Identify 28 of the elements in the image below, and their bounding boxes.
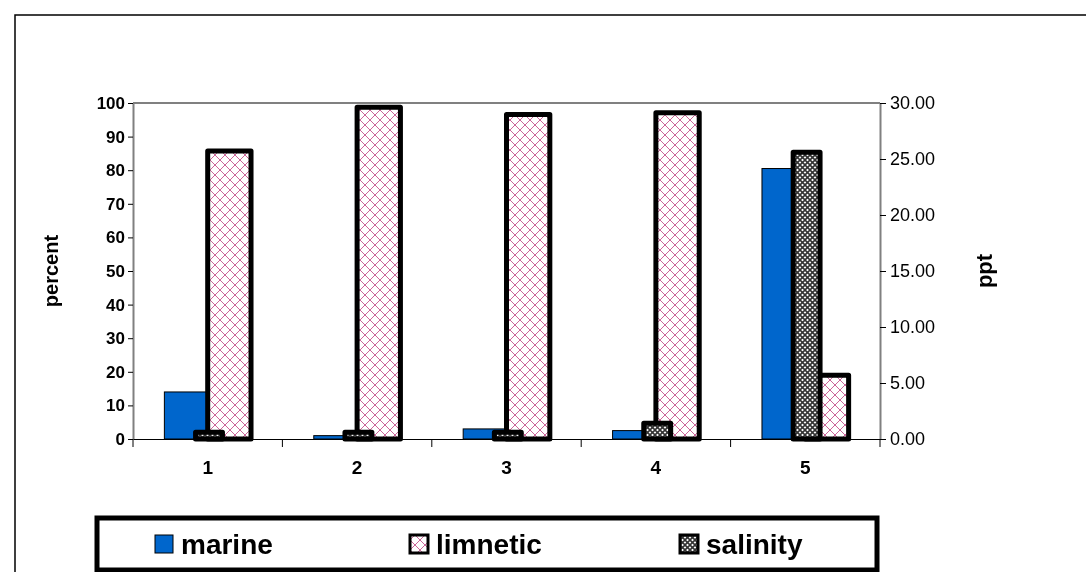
y-tick-label: 20 [106, 362, 125, 382]
y-tick-label: 60 [106, 228, 125, 248]
y-tick-label: 30 [106, 329, 125, 349]
y2-tick-label: 15.00 [890, 261, 936, 282]
y2-tick-label: 5.00 [890, 373, 926, 394]
y-tick-label: 40 [106, 295, 125, 315]
y-axis-title: percent [40, 234, 62, 308]
y2-tick-label: 20.00 [890, 205, 936, 226]
y2-axis-title: ppt [972, 253, 997, 289]
x-tick-label: 1 [202, 457, 214, 479]
x-tick-label: 2 [351, 457, 363, 479]
y2-tick-label: 30.00 [890, 93, 936, 114]
y2-tick-label: 10.00 [890, 317, 936, 338]
y-tick-label: 70 [106, 194, 125, 214]
y-tick-label: 100 [96, 93, 125, 113]
x-tick-label: 4 [650, 457, 662, 479]
legend-label: marine [181, 529, 273, 560]
y2-tick-label: 25.00 [890, 149, 936, 170]
y-tick-label: 10 [106, 396, 125, 416]
y-tick-label: 80 [106, 161, 125, 181]
y-tick-label: 90 [106, 127, 125, 147]
y-tick-label: 0 [115, 429, 125, 449]
x-tick-label: 5 [800, 457, 812, 479]
x-tick-label: 3 [501, 457, 512, 479]
legend-label: limnetic [436, 529, 542, 560]
y2-tick-label: 0.00 [890, 429, 926, 450]
y-tick-label: 50 [106, 261, 125, 281]
legend-label: salinity [706, 529, 803, 560]
